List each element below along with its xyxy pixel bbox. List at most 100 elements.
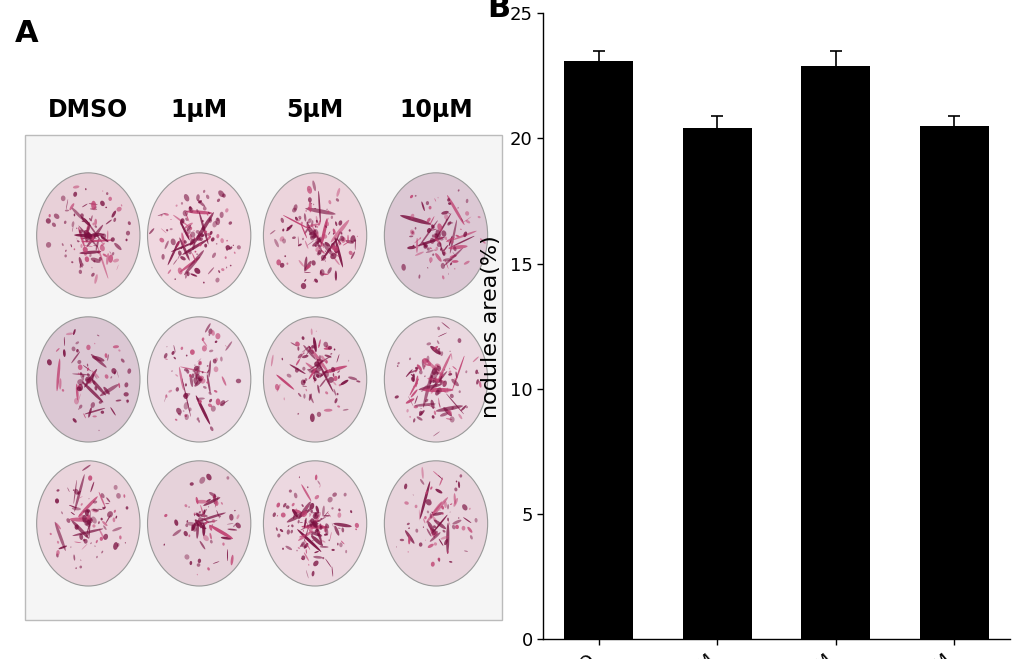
Ellipse shape xyxy=(89,235,97,239)
Ellipse shape xyxy=(207,567,210,571)
Ellipse shape xyxy=(224,256,226,259)
Ellipse shape xyxy=(408,396,413,406)
Ellipse shape xyxy=(164,213,169,215)
Ellipse shape xyxy=(75,384,78,401)
Ellipse shape xyxy=(194,364,196,366)
Ellipse shape xyxy=(423,388,452,392)
Ellipse shape xyxy=(434,377,436,381)
Ellipse shape xyxy=(480,239,485,244)
Ellipse shape xyxy=(113,485,117,490)
Ellipse shape xyxy=(81,503,83,505)
Ellipse shape xyxy=(107,231,108,240)
Ellipse shape xyxy=(226,248,227,251)
Ellipse shape xyxy=(199,239,200,241)
Ellipse shape xyxy=(328,370,331,373)
Ellipse shape xyxy=(307,524,309,527)
Ellipse shape xyxy=(183,240,186,244)
Ellipse shape xyxy=(447,202,450,205)
Ellipse shape xyxy=(97,246,108,279)
Ellipse shape xyxy=(327,346,332,350)
Ellipse shape xyxy=(77,360,82,364)
Ellipse shape xyxy=(113,217,116,222)
Ellipse shape xyxy=(309,529,310,531)
Ellipse shape xyxy=(300,543,304,547)
Ellipse shape xyxy=(328,200,331,204)
Ellipse shape xyxy=(325,559,331,567)
Ellipse shape xyxy=(203,535,209,541)
Ellipse shape xyxy=(282,229,284,231)
Ellipse shape xyxy=(432,378,436,383)
Ellipse shape xyxy=(174,418,177,421)
Ellipse shape xyxy=(202,220,204,222)
Ellipse shape xyxy=(310,235,313,239)
Ellipse shape xyxy=(306,264,311,269)
Ellipse shape xyxy=(451,520,461,525)
Ellipse shape xyxy=(464,261,469,265)
Ellipse shape xyxy=(56,358,60,391)
Ellipse shape xyxy=(85,408,105,415)
Ellipse shape xyxy=(301,484,311,501)
Ellipse shape xyxy=(73,192,77,197)
Ellipse shape xyxy=(411,231,414,234)
Ellipse shape xyxy=(215,217,220,225)
Ellipse shape xyxy=(425,499,431,505)
Text: A: A xyxy=(15,20,39,49)
Ellipse shape xyxy=(446,198,449,202)
Ellipse shape xyxy=(276,384,280,391)
Ellipse shape xyxy=(332,492,336,497)
Ellipse shape xyxy=(197,520,200,523)
Ellipse shape xyxy=(401,264,406,271)
Ellipse shape xyxy=(314,279,318,283)
Ellipse shape xyxy=(176,241,179,247)
Ellipse shape xyxy=(318,345,319,347)
Ellipse shape xyxy=(169,228,172,230)
Ellipse shape xyxy=(341,527,343,532)
Ellipse shape xyxy=(74,542,82,543)
Ellipse shape xyxy=(422,242,426,247)
Ellipse shape xyxy=(177,253,180,260)
Ellipse shape xyxy=(65,250,66,252)
Ellipse shape xyxy=(463,231,467,237)
Ellipse shape xyxy=(454,525,459,529)
Ellipse shape xyxy=(425,399,428,403)
Ellipse shape xyxy=(303,345,316,360)
Ellipse shape xyxy=(302,238,304,240)
Ellipse shape xyxy=(87,509,90,513)
Ellipse shape xyxy=(199,360,202,365)
Ellipse shape xyxy=(311,328,313,335)
Ellipse shape xyxy=(331,523,333,527)
Ellipse shape xyxy=(449,219,457,254)
Ellipse shape xyxy=(305,540,310,550)
Ellipse shape xyxy=(435,389,439,395)
Ellipse shape xyxy=(313,368,315,380)
Ellipse shape xyxy=(184,223,193,229)
Ellipse shape xyxy=(198,376,202,382)
Ellipse shape xyxy=(438,350,440,355)
Ellipse shape xyxy=(82,544,88,550)
Ellipse shape xyxy=(406,369,412,377)
Ellipse shape xyxy=(314,513,317,517)
Ellipse shape xyxy=(436,340,439,344)
Ellipse shape xyxy=(407,246,416,249)
Ellipse shape xyxy=(200,515,203,517)
Ellipse shape xyxy=(447,373,451,376)
Ellipse shape xyxy=(303,380,306,384)
Ellipse shape xyxy=(209,217,212,221)
Ellipse shape xyxy=(196,513,200,517)
Ellipse shape xyxy=(357,236,358,237)
Ellipse shape xyxy=(432,254,434,256)
Ellipse shape xyxy=(313,233,316,238)
Ellipse shape xyxy=(93,501,97,503)
Ellipse shape xyxy=(216,234,219,239)
Ellipse shape xyxy=(426,342,431,345)
Ellipse shape xyxy=(436,243,441,247)
Ellipse shape xyxy=(215,277,219,283)
Ellipse shape xyxy=(449,351,450,352)
Ellipse shape xyxy=(106,219,112,225)
Ellipse shape xyxy=(448,245,467,249)
Ellipse shape xyxy=(435,238,436,241)
Ellipse shape xyxy=(37,461,140,586)
Ellipse shape xyxy=(88,407,92,418)
Ellipse shape xyxy=(193,370,195,372)
Ellipse shape xyxy=(424,376,425,377)
